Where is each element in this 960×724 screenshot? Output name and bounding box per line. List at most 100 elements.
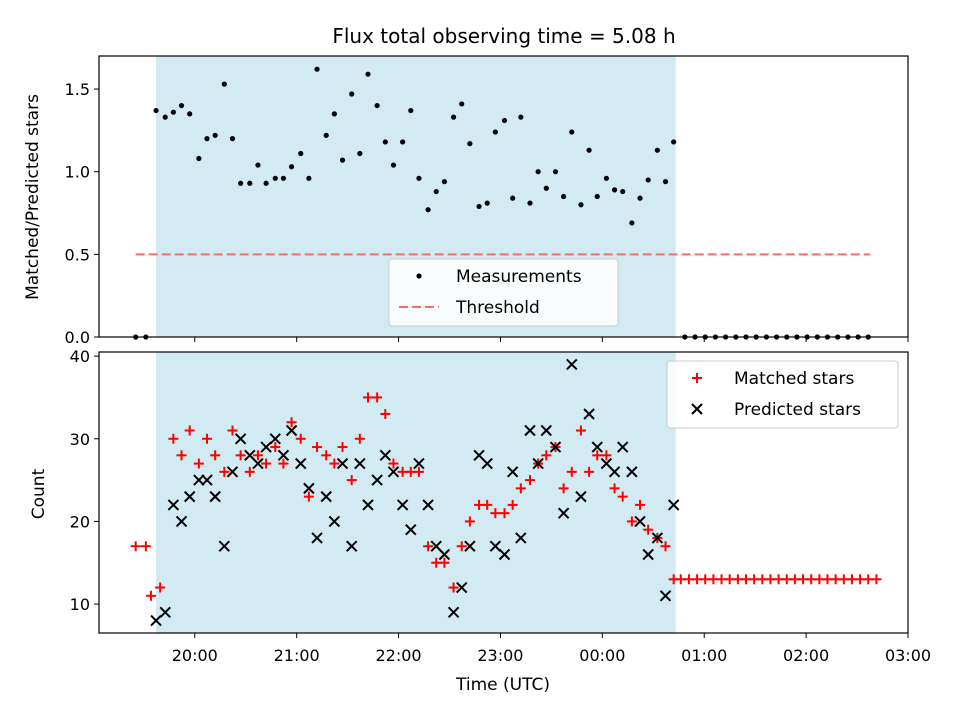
y-tick-label: 0.5 — [65, 245, 90, 264]
data-point — [320, 490, 332, 503]
data-point — [518, 114, 524, 120]
data-point — [159, 606, 171, 619]
data-point — [413, 457, 425, 470]
legend-entry: Measurements — [416, 267, 582, 287]
series-matched-stars — [130, 392, 882, 601]
data-point — [459, 101, 465, 107]
data-point — [626, 516, 637, 527]
data-point — [238, 180, 244, 186]
data-point — [298, 150, 304, 157]
data-point — [202, 433, 213, 444]
data-point — [601, 450, 612, 461]
data-point — [626, 466, 638, 478]
data-point — [187, 111, 193, 117]
data-point — [566, 358, 578, 371]
legend-label: Measurements — [456, 267, 582, 287]
data-point — [501, 117, 508, 124]
data-point — [314, 66, 320, 72]
data-point — [167, 499, 180, 511]
data-point — [178, 102, 185, 109]
data-point — [349, 91, 355, 97]
data-point — [654, 147, 660, 153]
data-point — [247, 180, 253, 186]
data-point — [380, 408, 391, 419]
data-point — [510, 195, 516, 201]
data-point — [176, 450, 187, 461]
data-point — [303, 491, 314, 502]
data-point — [153, 107, 159, 114]
data-point — [441, 179, 448, 185]
data-point — [643, 524, 654, 535]
data-point — [252, 450, 263, 461]
data-point — [336, 457, 349, 470]
data-point — [331, 111, 337, 117]
data-point — [464, 516, 475, 527]
top-y-axis-label: Matched/Predicted stars — [23, 94, 43, 300]
data-point — [591, 441, 603, 453]
data-point — [260, 441, 272, 453]
data-point — [541, 450, 552, 461]
data-point — [193, 474, 205, 486]
data-point — [490, 508, 501, 519]
data-point — [278, 458, 289, 469]
data-point — [506, 466, 519, 478]
data-point — [295, 433, 306, 444]
data-point — [227, 425, 238, 436]
data-point — [312, 442, 323, 453]
data-point — [481, 457, 493, 470]
data-point — [629, 220, 635, 226]
data-point — [218, 540, 231, 552]
data-point — [651, 532, 664, 544]
data-point — [184, 425, 195, 436]
data-point — [288, 164, 295, 170]
data-point — [255, 162, 261, 168]
data-point — [277, 449, 290, 462]
data-point — [193, 458, 204, 469]
data-point — [212, 132, 218, 138]
data-point — [667, 499, 680, 511]
data-point — [645, 177, 651, 183]
data-point — [280, 175, 287, 181]
data-point — [575, 425, 586, 436]
data-point — [476, 203, 482, 210]
data-point — [456, 541, 467, 552]
data-point — [439, 557, 450, 568]
data-point — [295, 457, 307, 470]
data-point — [183, 490, 196, 503]
data-point — [413, 466, 424, 477]
y-tick-label: 0.0 — [65, 328, 90, 347]
data-point — [498, 548, 511, 561]
data-point — [354, 457, 366, 470]
legend-entry: Predicted stars — [691, 400, 861, 420]
data-point — [303, 482, 315, 495]
y-tick-label: 20 — [70, 512, 90, 531]
data-point — [558, 483, 569, 494]
data-point — [150, 614, 162, 627]
data-point — [637, 195, 643, 201]
data-point — [306, 175, 312, 181]
data-point — [515, 483, 526, 494]
series-predicted-stars — [150, 358, 680, 627]
data-point — [617, 491, 628, 502]
y-tick-label: 1.0 — [65, 163, 90, 182]
data-point — [549, 441, 562, 453]
data-point — [162, 114, 168, 120]
data-point — [433, 188, 439, 195]
data-point — [379, 449, 392, 462]
data-point — [659, 590, 672, 602]
figure-title: Flux total observing time = 5.08 h — [332, 24, 675, 48]
x-tick-label: 02:00 — [783, 646, 829, 665]
data-point — [620, 188, 626, 195]
x-tick-label: 03:00 — [885, 646, 931, 665]
data-point — [346, 475, 357, 486]
data-point — [575, 490, 587, 503]
data-point — [660, 541, 671, 552]
top-panel: 0.0 0.5 1.0 1.5 Measurements Threshold — [65, 55, 909, 347]
data-point — [524, 475, 535, 486]
data-point — [337, 442, 348, 453]
data-point — [210, 450, 221, 461]
legend: Matched stars Predicted stars — [666, 360, 899, 429]
data-point — [204, 136, 210, 142]
data-point — [416, 175, 422, 181]
